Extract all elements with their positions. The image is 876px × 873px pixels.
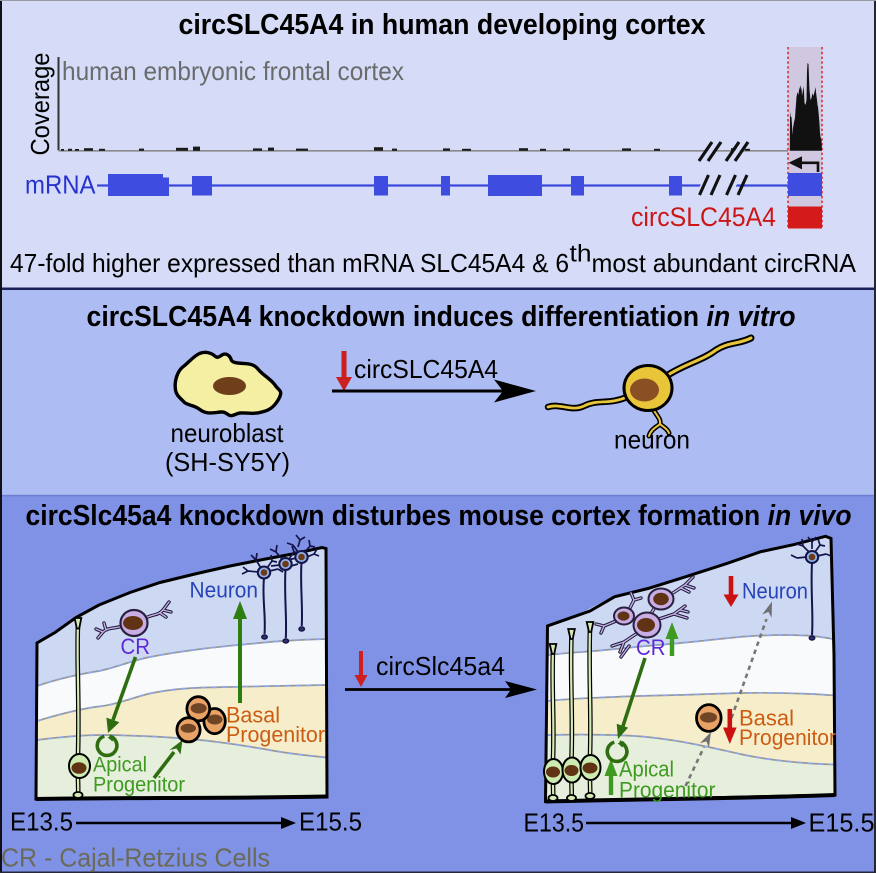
svg-text:Progenitor: Progenitor	[226, 722, 325, 747]
svg-text:E13.5: E13.5	[10, 807, 73, 837]
svg-text:circSlc45a4: circSlc45a4	[376, 651, 505, 681]
svg-text:E15.5: E15.5	[299, 807, 362, 837]
svg-text:Neuron: Neuron	[190, 578, 259, 603]
svg-text:Progenitor: Progenitor	[619, 778, 716, 803]
svg-text:th: th	[570, 241, 592, 268]
svg-text:mRNA: mRNA	[25, 170, 96, 200]
svg-text:CR: CR	[636, 635, 666, 660]
svg-text:(SH-SY5Y): (SH-SY5Y)	[165, 447, 290, 477]
svg-text:Apical: Apical	[93, 754, 147, 777]
svg-text:Progenitor: Progenitor	[739, 725, 836, 750]
svg-text:CR - Cajal-Retzius Cells: CR - Cajal-Retzius Cells	[1, 843, 270, 873]
svg-text:E15.5: E15.5	[809, 808, 875, 838]
svg-text:circSLC45A4 knockdown induces: circSLC45A4 knockdown induces differenti…	[86, 301, 795, 333]
svg-text:Apical: Apical	[619, 757, 674, 782]
svg-text:Coverage: Coverage	[25, 53, 55, 156]
svg-text:circSlc45a4 knockdown disturbe: circSlc45a4 knockdown disturbes mouse co…	[26, 500, 852, 532]
svg-text:most abundant circRNA: most abundant circRNA	[592, 248, 857, 278]
svg-text:circSLC45A4: circSLC45A4	[631, 202, 776, 232]
svg-text:Basal: Basal	[226, 703, 280, 728]
svg-text:Progenitor: Progenitor	[93, 774, 185, 797]
svg-text:neuroblast: neuroblast	[171, 418, 285, 448]
svg-text:Neuron: Neuron	[742, 579, 808, 604]
svg-text:E13.5: E13.5	[524, 808, 585, 838]
svg-text:Basal: Basal	[739, 706, 794, 731]
svg-text:human embryonic frontal cortex: human embryonic frontal cortex	[62, 56, 404, 86]
svg-text:circSLC45A4: circSLC45A4	[354, 354, 498, 384]
svg-text:47-fold higher expressed than: 47-fold higher expressed than mRNA SLC45…	[10, 248, 569, 278]
svg-text:neuron: neuron	[614, 425, 690, 455]
svg-text:CR: CR	[121, 634, 151, 659]
svg-text:circSLC45A4 in human developin: circSLC45A4 in human developing cortex	[179, 9, 706, 41]
